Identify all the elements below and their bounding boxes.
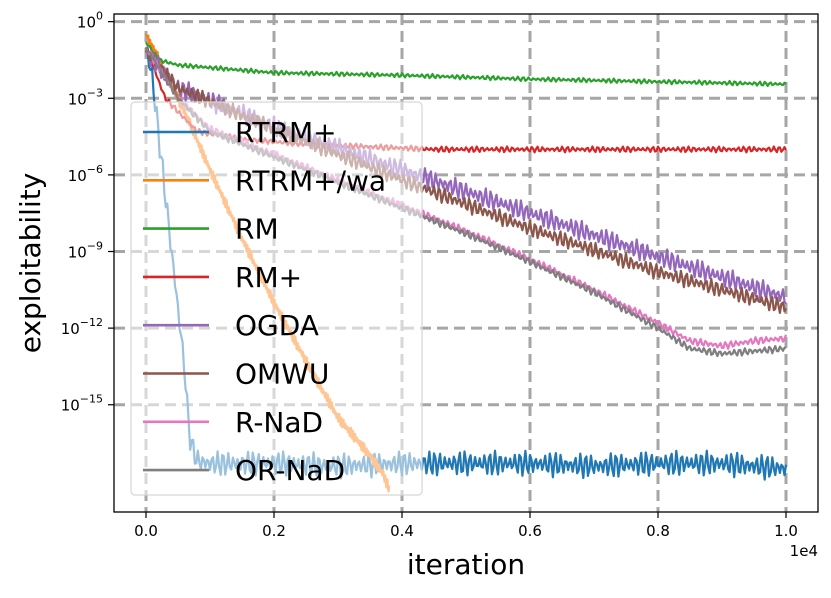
y-tick-label: 10−9 bbox=[68, 240, 103, 262]
x-axis-ticks: 0.0 0.2 0.4 0.6 0.8 1.0 bbox=[134, 512, 798, 540]
y-axis-title: exploitability bbox=[14, 173, 47, 354]
y-tick-label: 100 bbox=[77, 10, 103, 32]
legend-label: OR-NaD bbox=[235, 454, 345, 487]
legend-box bbox=[130, 101, 423, 496]
x-tick-label: 0.8 bbox=[646, 522, 670, 540]
legend-label: OGDA bbox=[235, 309, 319, 342]
x-tick-label: 0.0 bbox=[134, 522, 158, 540]
legend-label: RM bbox=[235, 213, 279, 246]
y-tick-base: 10 bbox=[68, 244, 87, 262]
y-tick-base: 10 bbox=[77, 14, 96, 32]
y-tick-label: 10−6 bbox=[68, 163, 103, 185]
legend-label: RTRM+/wa bbox=[235, 164, 386, 197]
legend: RTRM+ RTRM+/wa RM RM+ OGDA OMWU R-NaD OR-NaD bbox=[130, 101, 423, 496]
legend-label: RTRM+ bbox=[235, 116, 337, 149]
y-tick-base: 10 bbox=[68, 167, 87, 185]
y-tick-base: 10 bbox=[61, 320, 80, 338]
x-tick-label: 0.4 bbox=[390, 522, 414, 540]
y-tick-power: −9 bbox=[87, 240, 103, 253]
x-axis-offset-label: 1e4 bbox=[790, 542, 818, 560]
y-tick-power: −6 bbox=[87, 163, 103, 176]
series-line-rm bbox=[144, 41, 787, 87]
y-tick-label: 10−15 bbox=[61, 393, 103, 415]
y-tick-power: 0 bbox=[96, 10, 103, 23]
legend-label: RM+ bbox=[235, 261, 302, 294]
plot-frame bbox=[113, 13, 819, 513]
x-tick-label: 0.6 bbox=[518, 522, 542, 540]
y-tick-base: 10 bbox=[68, 90, 87, 108]
y-tick-power: −15 bbox=[80, 393, 103, 406]
y-tick-power: −12 bbox=[80, 316, 103, 329]
legend-label: OMWU bbox=[235, 358, 329, 391]
y-tick-power: −3 bbox=[87, 86, 103, 99]
x-axis-title: iteration bbox=[407, 548, 525, 581]
y-tick-label: 10−3 bbox=[68, 86, 103, 108]
x-tick-label: 1.0 bbox=[774, 522, 798, 540]
legend-label: R-NaD bbox=[235, 406, 323, 439]
y-tick-label: 10−12 bbox=[61, 316, 103, 338]
x-tick-label: 0.2 bbox=[262, 522, 286, 540]
y-tick-base: 10 bbox=[61, 397, 80, 415]
